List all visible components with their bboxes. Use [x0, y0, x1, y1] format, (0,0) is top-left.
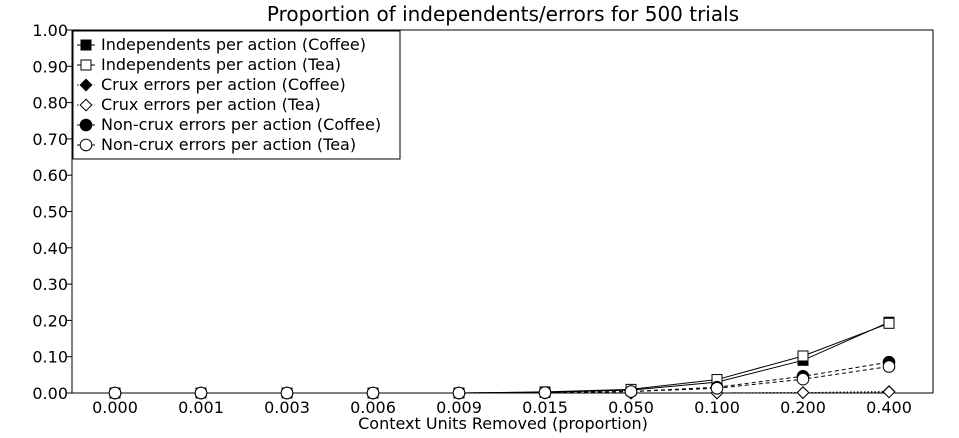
data-point — [882, 360, 896, 373]
series-5 — [108, 360, 896, 400]
x-tick-label: 0.400 — [866, 398, 912, 417]
x-tick-label: 0.000 — [92, 398, 138, 417]
data-point — [80, 59, 92, 71]
y-tick-label: 0.90 — [32, 57, 68, 76]
legend-item: Crux errors per action (Coffee) — [77, 75, 346, 94]
series-0 — [109, 316, 895, 399]
data-point — [624, 385, 638, 398]
legend-item: Non-crux errors per action (Coffee) — [77, 115, 381, 134]
data-point — [194, 386, 208, 400]
x-tick-label: 0.050 — [608, 398, 654, 417]
data-point — [883, 317, 895, 329]
legend-item: Non-crux errors per action (Tea) — [77, 135, 356, 154]
y-tick-label: 0.80 — [32, 94, 68, 113]
y-tick-label: 0.30 — [32, 275, 68, 294]
y-tick-label: 0.60 — [32, 166, 68, 185]
series-line — [115, 391, 890, 394]
y-tick-label: 0.70 — [32, 130, 68, 149]
legend-label: Non-crux errors per action (Coffee) — [101, 115, 381, 134]
legend: Independents per action (Coffee)Independ… — [72, 30, 401, 160]
data-point — [79, 118, 93, 132]
x-tick-label: 0.100 — [694, 398, 740, 417]
data-point — [79, 98, 93, 112]
x-tick-label: 0.006 — [350, 398, 396, 417]
y-tick-label: 0.20 — [32, 311, 68, 330]
legend-item: Independents per action (Tea) — [77, 55, 341, 74]
data-point — [79, 78, 93, 92]
y-tick-label: 0.10 — [32, 348, 68, 367]
y-tick-label: 0.50 — [32, 203, 68, 222]
x-axis-label: Context Units Removed (proportion) — [358, 414, 648, 433]
data-point — [452, 386, 466, 400]
data-point — [79, 138, 93, 152]
chart-title: Proportion of independents/errors for 50… — [267, 2, 739, 26]
legend-label: Crux errors per action (Tea) — [101, 95, 321, 114]
data-point — [280, 386, 294, 400]
series-layer — [108, 316, 896, 400]
data-point — [710, 381, 724, 395]
data-point — [796, 372, 810, 386]
series-line — [115, 361, 890, 394]
y-tick-label: 0.40 — [32, 239, 68, 258]
data-point — [796, 386, 810, 400]
data-point — [366, 386, 380, 400]
x-tick-label: 0.200 — [780, 398, 826, 417]
x-tick-label: 0.003 — [264, 398, 310, 417]
y-tick-label: 0.00 — [32, 384, 68, 403]
legend-item: Independents per action (Coffee) — [77, 35, 366, 54]
data-point — [882, 385, 896, 399]
data-point — [538, 386, 552, 399]
x-tick-label: 0.015 — [522, 398, 568, 417]
data-point — [797, 350, 809, 362]
x-axis: 0.000 0.001 0.003 0.006 0.009 0.015 0.050 0.100… — [92, 393, 912, 417]
data-point — [80, 39, 92, 51]
data-point — [108, 386, 122, 400]
series-line — [115, 366, 890, 394]
legend-box — [72, 30, 401, 160]
legend-label: Non-crux errors per action (Tea) — [101, 135, 356, 154]
x-tick-label: 0.009 — [436, 398, 482, 417]
series-1 — [109, 317, 895, 399]
y-axis: 0.00 0.10 0.20 0.30 0.40 0.50 0.60 0.70 0.80 0.90… — [32, 21, 72, 403]
x-tick-label: 0.001 — [178, 398, 224, 417]
y-tick-label: 1.00 — [32, 21, 68, 40]
legend-item: Crux errors per action (Tea) — [77, 95, 321, 114]
legend-label: Crux errors per action (Coffee) — [101, 75, 346, 94]
legend-label: Independents per action (Tea) — [101, 55, 341, 74]
legend-label: Independents per action (Coffee) — [101, 35, 366, 54]
